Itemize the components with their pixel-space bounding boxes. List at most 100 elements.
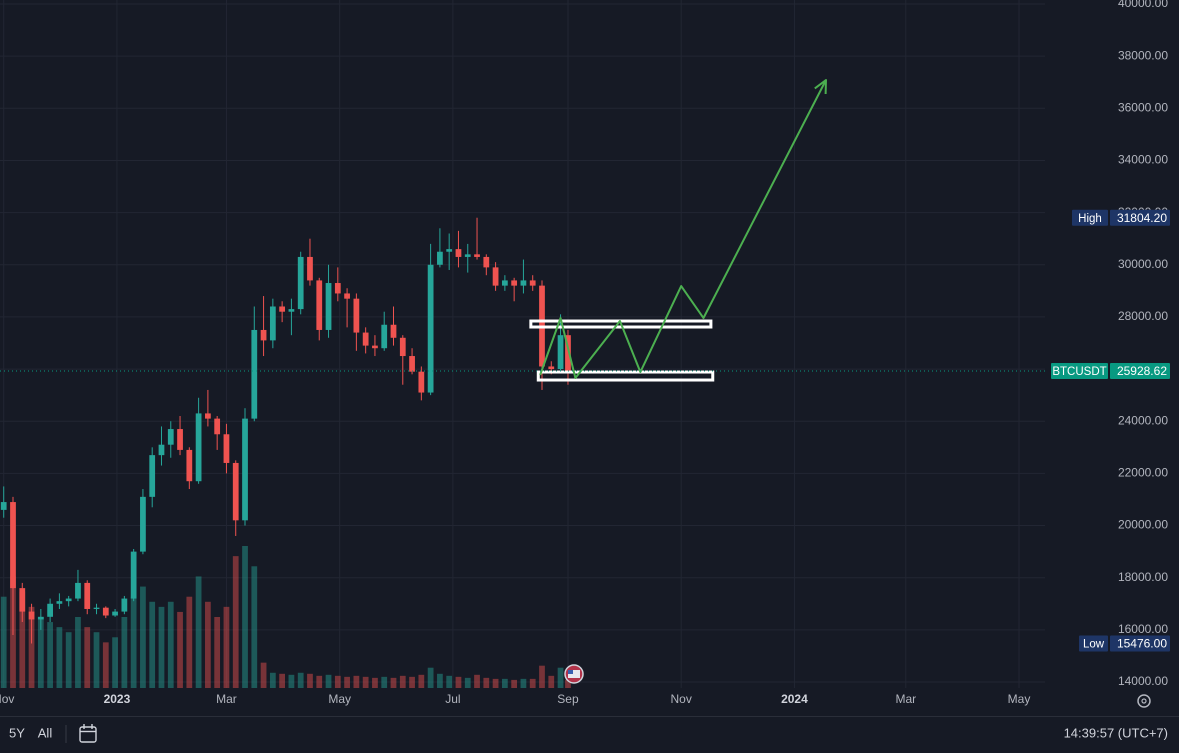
- volume-bar: [140, 586, 146, 688]
- candle-body: [501, 280, 508, 286]
- price-marker-value: 31804.20: [1117, 211, 1167, 225]
- volume-bar: [0, 596, 7, 688]
- volume-bar: [242, 546, 248, 688]
- candle-body: [409, 356, 415, 372]
- volume-bar: [56, 627, 63, 688]
- price-marker-value-bg: [1110, 635, 1170, 652]
- volume-bar: [195, 576, 202, 688]
- candle-body: [112, 611, 118, 616]
- y-tick-label: 20000.00: [1118, 518, 1168, 532]
- settings-icon[interactable]: [1137, 694, 1151, 708]
- volume-bar: [316, 675, 323, 688]
- candle-body: [140, 496, 146, 552]
- volume-bar: [334, 675, 341, 688]
- forecast-arrowhead: [814, 79, 827, 95]
- range-button[interactable]: 5Y: [9, 725, 25, 740]
- volume-bar: [390, 677, 397, 688]
- candle-body: [167, 429, 174, 445]
- candle-body: [0, 502, 7, 510]
- price-marker-name-bg: [1072, 209, 1108, 226]
- x-tick-label: Jul: [445, 692, 460, 706]
- volume-bar: [269, 672, 276, 688]
- candle-body: [177, 429, 183, 450]
- y-tick-label: 38000.00: [1118, 48, 1168, 62]
- x-tick-label: 2024: [781, 692, 808, 706]
- volume-bar: [529, 678, 536, 688]
- volume-bar: [557, 667, 564, 688]
- clock[interactable]: 14:39:57 (UTC+7): [1064, 725, 1168, 740]
- candle-body: [474, 254, 480, 257]
- candle-body: [307, 256, 313, 281]
- x-tick-label: Mar: [216, 692, 237, 706]
- candle-body: [214, 418, 221, 435]
- y-tick-label: 40000.00: [1118, 0, 1168, 10]
- y-tick-label: 36000.00: [1118, 100, 1168, 114]
- volume-bar: [455, 676, 462, 688]
- candle-body: [565, 335, 571, 371]
- candle-body: [418, 371, 425, 393]
- volume-bar: [418, 674, 425, 688]
- volume-bar: [84, 627, 91, 688]
- range-box: [536, 370, 715, 382]
- date-range-icon[interactable]: [79, 724, 97, 743]
- candle-body: [65, 598, 72, 602]
- x-tick-label: 2023: [104, 692, 131, 706]
- candle-body: [288, 309, 295, 312]
- candle-body: [483, 256, 490, 268]
- volume-bar: [205, 601, 211, 688]
- volume-bar: [501, 678, 508, 688]
- forecast-line: [539, 79, 827, 380]
- volume-bar: [437, 673, 443, 688]
- candle-body: [158, 444, 165, 456]
- volume-bar: [483, 677, 490, 688]
- volume-bar: [427, 667, 434, 688]
- candle-body: [325, 283, 332, 330]
- candle-body: [557, 335, 564, 370]
- volume-bar: [548, 675, 555, 688]
- price-marker-name: BTCUSDT: [1052, 366, 1106, 378]
- price-marker-value-bg: [1110, 362, 1170, 379]
- price-axis-bg: [1045, 0, 1179, 716]
- volume-bar: [112, 637, 118, 688]
- range-button[interactable]: All: [38, 725, 53, 740]
- candle-body: [372, 345, 378, 349]
- volume-bar: [492, 678, 499, 688]
- candle-body: [399, 337, 406, 357]
- candle-body: [511, 280, 518, 286]
- x-tick-label: Mar: [895, 692, 916, 706]
- volume-bar: [511, 679, 518, 688]
- volume-bar: [177, 611, 183, 688]
- candle-body: [121, 598, 128, 612]
- volume-bar: [353, 675, 360, 688]
- x-tick-label: May: [1008, 692, 1031, 706]
- volume-bar: [121, 617, 128, 688]
- candle-body: [390, 324, 397, 338]
- candle-body: [446, 249, 453, 252]
- price-marker-value: 15476.00: [1117, 637, 1167, 651]
- candle-body: [223, 434, 230, 463]
- price-marker-name-bg: [1051, 362, 1108, 379]
- volume-bar: [325, 674, 332, 688]
- candle-body: [381, 324, 388, 349]
- volume-bar: [474, 674, 480, 688]
- drawings: [0, 79, 1045, 382]
- candle-body: [260, 329, 267, 341]
- y-tick-label: 34000.00: [1118, 153, 1168, 167]
- volume-bar: [381, 676, 388, 688]
- candle-body: [529, 280, 536, 286]
- candle-body: [269, 306, 276, 341]
- candle-body: [19, 588, 26, 612]
- candle-body: [353, 298, 360, 333]
- volume-bar: [186, 596, 193, 688]
- candle-body: [205, 413, 211, 419]
- volume-bar: [279, 673, 286, 688]
- candle-body: [520, 280, 527, 286]
- event-icon[interactable]: [564, 664, 584, 684]
- volume-bar: [344, 676, 350, 688]
- candle-body: [427, 264, 434, 393]
- candle-body: [75, 582, 81, 599]
- candle-body: [548, 366, 555, 370]
- candle-body: [130, 551, 137, 599]
